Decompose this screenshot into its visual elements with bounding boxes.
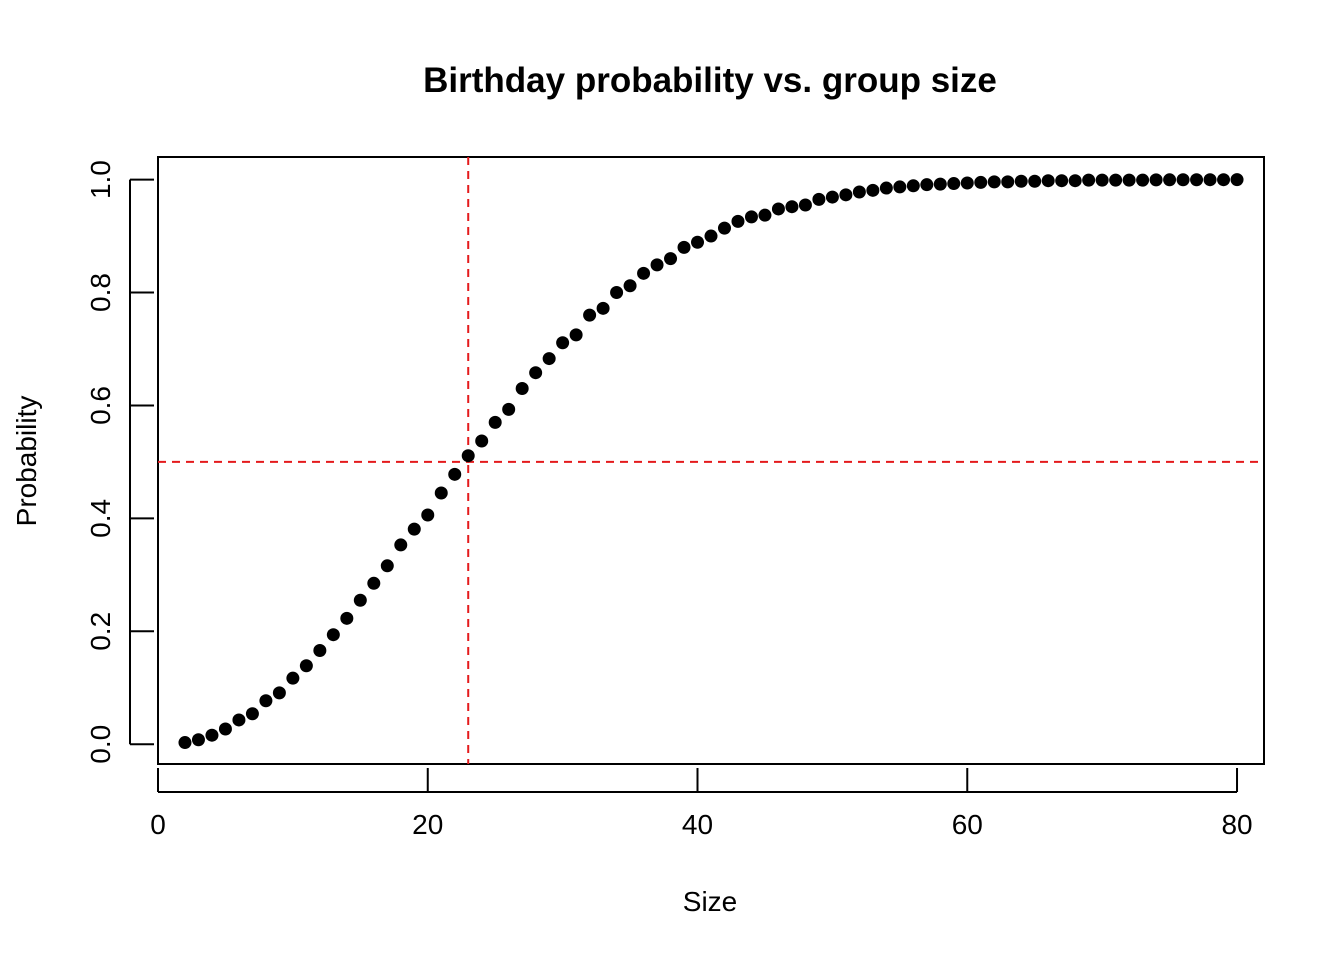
data-point (1014, 174, 1028, 188)
data-point (286, 671, 300, 685)
data-point (245, 707, 259, 721)
chart-title: Birthday probability vs. group size (423, 61, 997, 100)
y-tick-label: 0.0 (85, 725, 116, 764)
data-point (205, 728, 219, 742)
y-tick-label: 0.4 (85, 499, 116, 538)
data-point (650, 258, 664, 272)
data-point (879, 181, 893, 195)
data-point (1109, 173, 1123, 187)
x-tick-label: 60 (952, 809, 983, 840)
y-tick-label: 0.8 (85, 273, 116, 312)
y-axis: 0.0 0.2 0.4 0.6 0.8 1.0 (85, 160, 154, 764)
data-point (380, 559, 394, 573)
data-point (218, 722, 232, 736)
data-point (515, 382, 529, 396)
data-point (785, 200, 799, 214)
data-point (232, 713, 246, 727)
data-point (839, 188, 853, 202)
data-point (1028, 174, 1042, 188)
data-point (664, 252, 678, 266)
data-point (1068, 174, 1082, 188)
x-tick-label: 20 (412, 809, 443, 840)
data-point (299, 659, 313, 673)
data-point (461, 449, 475, 463)
data-point (1095, 173, 1109, 187)
data-point (1122, 173, 1136, 187)
data-point (906, 179, 920, 193)
x-tick-label: 0 (150, 809, 166, 840)
data-point (825, 190, 839, 204)
data-point (1163, 173, 1177, 187)
data-point (259, 694, 273, 708)
data-point (1041, 174, 1055, 188)
data-point (502, 402, 516, 416)
data-point (812, 192, 826, 206)
data-point (529, 366, 543, 380)
data-point (542, 352, 556, 366)
data-point (191, 733, 205, 747)
x-axis-label: Size (683, 886, 737, 917)
data-point (677, 240, 691, 254)
data-point (717, 221, 731, 235)
data-point (933, 177, 947, 191)
data-point (272, 686, 286, 700)
data-point (960, 176, 974, 190)
data-point (340, 611, 354, 625)
data-point (569, 328, 583, 342)
data-point (623, 279, 637, 293)
data-point (893, 180, 907, 194)
data-point (1217, 173, 1231, 187)
data-point (1136, 173, 1150, 187)
data-point (852, 185, 866, 199)
plot-frame (157, 156, 1265, 765)
data-point (798, 198, 812, 212)
data-point (313, 644, 327, 658)
data-point (1149, 173, 1163, 187)
y-axis-label: Probability (11, 396, 42, 527)
reference-lines (158, 157, 1264, 764)
data-point (920, 178, 934, 192)
x-tick-label: 40 (682, 809, 713, 840)
data-point (731, 214, 745, 228)
data-point (178, 736, 192, 750)
data-point (326, 628, 340, 642)
data-point (1190, 173, 1204, 187)
data-points (178, 173, 1244, 750)
data-point (771, 202, 785, 216)
data-point (448, 467, 462, 481)
data-point (691, 235, 705, 249)
y-tick-label: 0.6 (85, 386, 116, 425)
data-point (394, 538, 408, 552)
data-point (637, 266, 651, 280)
data-point (353, 593, 367, 607)
data-point (947, 177, 961, 191)
y-tick-label: 0.2 (85, 612, 116, 651)
x-axis: 0 20 40 60 80 (150, 768, 1253, 840)
data-point (434, 486, 448, 500)
data-point (610, 286, 624, 300)
data-point (1001, 175, 1015, 189)
data-point (421, 508, 435, 522)
data-point (758, 208, 772, 222)
data-point (583, 308, 597, 322)
data-point (866, 183, 880, 197)
data-point (1082, 173, 1096, 187)
data-point (556, 336, 570, 350)
data-point (704, 229, 718, 243)
data-point (596, 301, 610, 315)
y-tick-label: 1.0 (85, 160, 116, 199)
data-point (1176, 173, 1190, 187)
data-point (407, 522, 421, 536)
data-point (1055, 174, 1069, 188)
data-point (1203, 173, 1217, 187)
data-point (974, 175, 988, 189)
data-point (475, 434, 489, 448)
data-point (744, 210, 758, 224)
data-point (367, 576, 381, 590)
data-point (1230, 173, 1244, 187)
data-point (488, 415, 502, 429)
x-tick-label: 80 (1221, 809, 1252, 840)
data-point (987, 175, 1001, 189)
